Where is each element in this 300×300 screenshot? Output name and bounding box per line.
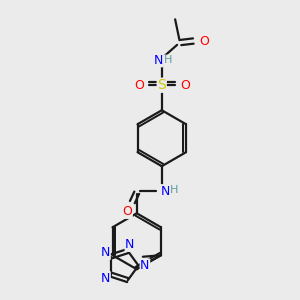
Text: N: N	[154, 54, 163, 67]
Text: N: N	[101, 246, 110, 259]
Text: H: H	[170, 185, 178, 195]
Text: N: N	[140, 259, 150, 272]
Text: O: O	[199, 34, 209, 47]
Text: O: O	[180, 79, 190, 92]
Text: O: O	[134, 79, 144, 92]
Text: N: N	[160, 185, 170, 198]
Text: O: O	[122, 205, 132, 218]
Text: N: N	[125, 238, 135, 251]
Text: H: H	[164, 55, 172, 65]
Text: N: N	[101, 272, 110, 285]
Text: S: S	[158, 78, 166, 92]
